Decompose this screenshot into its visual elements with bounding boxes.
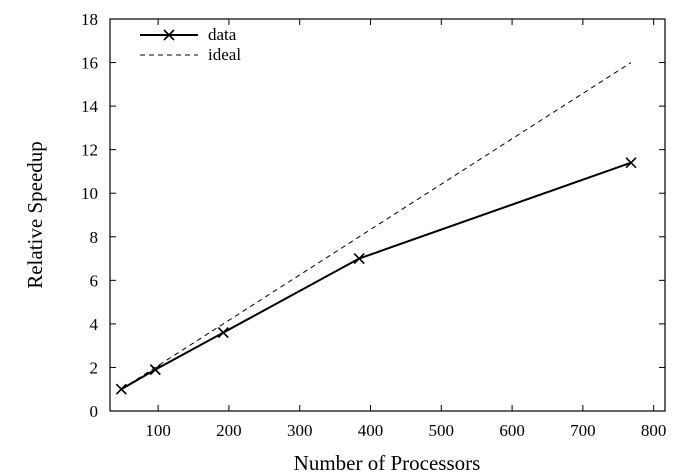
plot-frame <box>110 19 665 411</box>
y-tick-label: 12 <box>81 141 98 160</box>
legend-label-ideal: ideal <box>208 45 241 64</box>
data-point-data-3 <box>354 254 364 264</box>
y-tick-label: 0 <box>90 402 99 421</box>
legend-item-ideal: ideal <box>140 45 241 64</box>
x-axis-label: Number of Processors <box>294 451 481 474</box>
y-tick-label: 6 <box>90 271 99 290</box>
axis-tick-labels: 100 200 300 400 500 600 700 800 0 2 4 6 8 10 12 14 16 18 <box>81 10 666 440</box>
y-tick-label: 4 <box>90 315 99 334</box>
data-point-data-4 <box>626 158 636 168</box>
series-line-ideal <box>121 63 631 390</box>
series-line-data <box>121 163 631 389</box>
x-tick-label: 200 <box>216 421 242 440</box>
x-tick-label: 500 <box>429 421 455 440</box>
x-tick-label: 400 <box>358 421 384 440</box>
legend-item-data: data <box>140 25 237 44</box>
y-axis-label: Relative Speedup <box>23 141 47 289</box>
axis-ticks <box>110 19 665 411</box>
y-tick-label: 8 <box>90 228 99 247</box>
y-tick-label: 2 <box>90 358 99 377</box>
y-tick-label: 10 <box>81 184 98 203</box>
x-tick-label: 100 <box>145 421 171 440</box>
y-tick-label: 18 <box>81 10 98 29</box>
y-tick-label: 16 <box>81 54 98 73</box>
x-tick-label: 700 <box>570 421 596 440</box>
series-layer <box>116 63 636 395</box>
legend-label-data: data <box>208 25 237 44</box>
y-tick-label: 14 <box>81 97 99 116</box>
x-tick-label: 800 <box>641 421 667 440</box>
x-tick-label: 300 <box>287 421 313 440</box>
data-point-data-2 <box>218 328 228 338</box>
x-tick-label: 600 <box>499 421 525 440</box>
